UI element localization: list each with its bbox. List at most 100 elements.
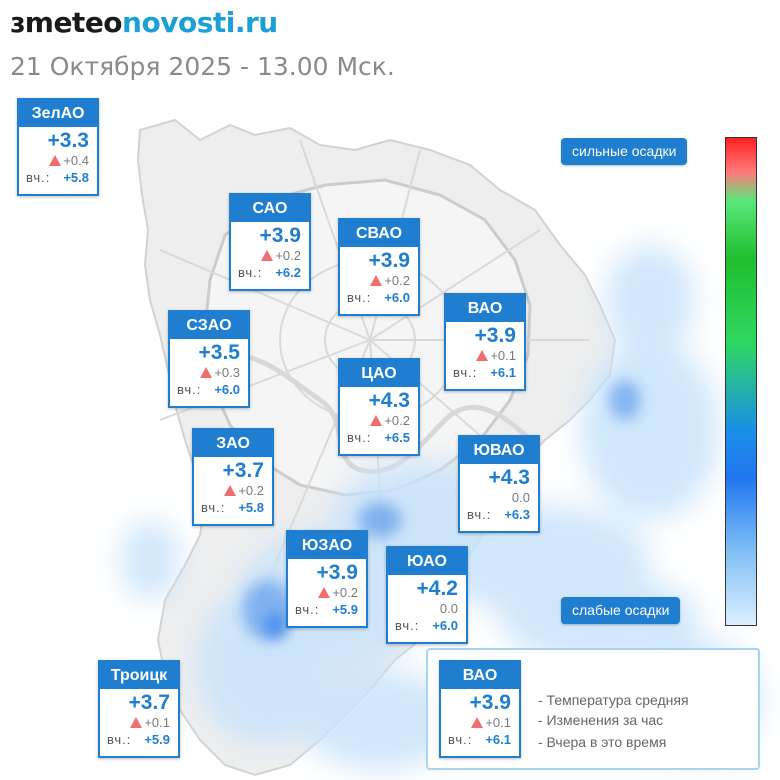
- district-card-yuvao[interactable]: ЮВАО +4.3 0.0 вч.: +6.3: [458, 435, 540, 533]
- district-card-zao[interactable]: ЗАО +3.7 +0.2 вч.: +5.8: [192, 428, 274, 526]
- district-name: ЮВАО: [460, 437, 538, 464]
- district-temp: +3.7: [128, 691, 170, 714]
- district-change-value: +0.1: [490, 348, 516, 363]
- district-yesterday-value: +6.0: [214, 382, 240, 397]
- logo-text-meteo: meteo: [24, 6, 123, 39]
- district-name: ЗАО: [194, 430, 272, 457]
- district-change-value: +0.4: [63, 153, 89, 168]
- district-name: ЦАО: [340, 360, 418, 387]
- district-card-yuzao[interactable]: ЮЗАО +3.9 +0.2 вч.: +5.9: [286, 530, 368, 628]
- district-yesterday-label: вч.:: [395, 618, 420, 633]
- legend-sample-card: ВАО +3.9 +0.1 вч.: +6.1: [439, 660, 521, 758]
- district-change-value: +0.2: [275, 248, 301, 263]
- district-yesterday-value: +5.8: [63, 170, 89, 185]
- district-yesterday: вч.: +5.8: [19, 169, 97, 187]
- legend-sample-yesterday-label: вч.:: [448, 732, 473, 747]
- forecast-datetime: 21 Октября 2025 - 13.00 Мск.: [10, 52, 395, 81]
- district-temp: +3.9: [316, 561, 358, 584]
- district-card-vao[interactable]: ВАО +3.9 +0.1 вч.: +6.1: [444, 293, 526, 391]
- district-temp: +4.3: [488, 466, 530, 489]
- district-card-troitsk[interactable]: Троицк +3.7 +0.1 вч.: +5.9: [98, 660, 180, 758]
- district-yesterday: вч.: +6.5: [340, 429, 418, 447]
- district-yesterday-label: вч.:: [467, 507, 492, 522]
- legend-sample-change-value: +0.1: [485, 715, 511, 730]
- district-yesterday-label: вч.:: [347, 430, 372, 445]
- district-yesterday-label: вч.:: [453, 365, 478, 380]
- trend-up-icon: [370, 275, 383, 286]
- site-logo[interactable]: ɜmeteonovosti.ru: [10, 6, 278, 39]
- legend-line-yesterday: - Вчера в это время: [538, 734, 667, 750]
- district-card-cao[interactable]: ЦАО +4.3 +0.2 вч.: +6.5: [338, 358, 420, 456]
- district-yesterday-label: вч.:: [26, 170, 51, 185]
- district-change: +0.3: [170, 365, 248, 381]
- district-card-svao[interactable]: СВАО +3.9 +0.2 вч.: +6.0: [338, 218, 420, 316]
- district-yesterday: вч.: +6.0: [388, 617, 466, 635]
- district-temp: +3.7: [222, 459, 264, 482]
- district-change: +0.2: [288, 585, 366, 601]
- district-name: ЗелАО: [19, 100, 97, 127]
- district-change-value: 0.0: [439, 601, 458, 616]
- district-temp: +3.3: [47, 129, 89, 152]
- district-yesterday: вч.: +6.2: [231, 264, 309, 282]
- district-name: СВАО: [340, 220, 418, 247]
- trend-up-icon: [261, 250, 274, 261]
- district-yesterday: вч.: +6.0: [170, 381, 248, 399]
- district-name: ВАО: [446, 295, 524, 322]
- district-change: 0.0: [460, 490, 538, 506]
- district-yesterday-value: +5.9: [144, 732, 170, 747]
- trend-up-icon: [200, 367, 213, 378]
- trend-up-icon: [318, 587, 331, 598]
- district-yesterday-label: вч.:: [295, 602, 320, 617]
- district-temp: +3.9: [259, 224, 301, 247]
- district-yesterday-value: +5.8: [238, 500, 264, 515]
- district-change-value: +0.2: [384, 273, 410, 288]
- district-yesterday-value: +6.0: [432, 618, 458, 633]
- district-change-value: +0.3: [214, 365, 240, 380]
- district-card-yuao[interactable]: ЮАО +4.2 0.0 вч.: +6.0: [386, 546, 468, 644]
- district-yesterday-value: +6.3: [504, 507, 530, 522]
- district-yesterday: вч.: +5.9: [100, 731, 178, 749]
- district-card-sao[interactable]: САО +3.9 +0.2 вч.: +6.2: [229, 193, 311, 291]
- district-temp: +3.9: [474, 324, 516, 347]
- district-yesterday: вч.: +5.9: [288, 601, 366, 619]
- district-temp: +3.9: [368, 249, 410, 272]
- legend-line-hourly-change: - Изменения за час: [538, 712, 664, 728]
- district-change-value: +0.2: [332, 585, 358, 600]
- district-name: ЮАО: [388, 548, 466, 575]
- district-name: СЗАО: [170, 312, 248, 339]
- scale-bottom-label: слабые осадки: [561, 597, 681, 624]
- trend-up-icon: [130, 717, 143, 728]
- legend-sample-name: ВАО: [441, 662, 519, 689]
- legend-box: ВАО +3.9 +0.1 вч.: +6.1 - Температура сре…: [426, 648, 760, 770]
- district-change-value: 0.0: [511, 490, 530, 505]
- district-change-value: +0.2: [384, 413, 410, 428]
- legend-sample-change: +0.1: [441, 715, 519, 731]
- district-change: +0.2: [340, 413, 418, 429]
- district-change: +0.1: [100, 715, 178, 731]
- district-temp: +4.3: [368, 389, 410, 412]
- district-name: Троицк: [100, 662, 178, 689]
- river: [203, 352, 532, 475]
- district-yesterday-label: вч.:: [238, 265, 263, 280]
- district-change: +0.2: [340, 273, 418, 289]
- trend-up-icon: [224, 485, 237, 496]
- district-yesterday-value: +6.0: [384, 290, 410, 305]
- district-yesterday: вч.: +6.1: [446, 364, 524, 382]
- trend-up-icon: [476, 350, 489, 361]
- district-change: +0.2: [231, 248, 309, 264]
- district-name: САО: [231, 195, 309, 222]
- precipitation-scale-bar: [725, 137, 757, 626]
- district-yesterday: вч.: +6.0: [340, 289, 418, 307]
- district-change-value: +0.1: [144, 715, 170, 730]
- district-yesterday-label: вч.:: [201, 500, 226, 515]
- district-card-zelao[interactable]: ЗелАО +3.3 +0.4 вч.: +5.8: [17, 98, 99, 196]
- district-card-szao[interactable]: СЗАО +3.5 +0.3 вч.: +6.0: [168, 310, 250, 408]
- district-change-value: +0.2: [238, 483, 264, 498]
- trend-up-icon: [370, 415, 383, 426]
- district-yesterday-value: +6.2: [275, 265, 301, 280]
- legend-sample-yesterday: вч.: +6.1: [441, 731, 519, 749]
- logo-text-novosti: novosti.ru: [122, 6, 278, 39]
- scale-top-label: сильные осадки: [561, 138, 688, 165]
- logo-mark: ɜ: [10, 6, 25, 39]
- district-yesterday: вч.: +5.8: [194, 499, 272, 517]
